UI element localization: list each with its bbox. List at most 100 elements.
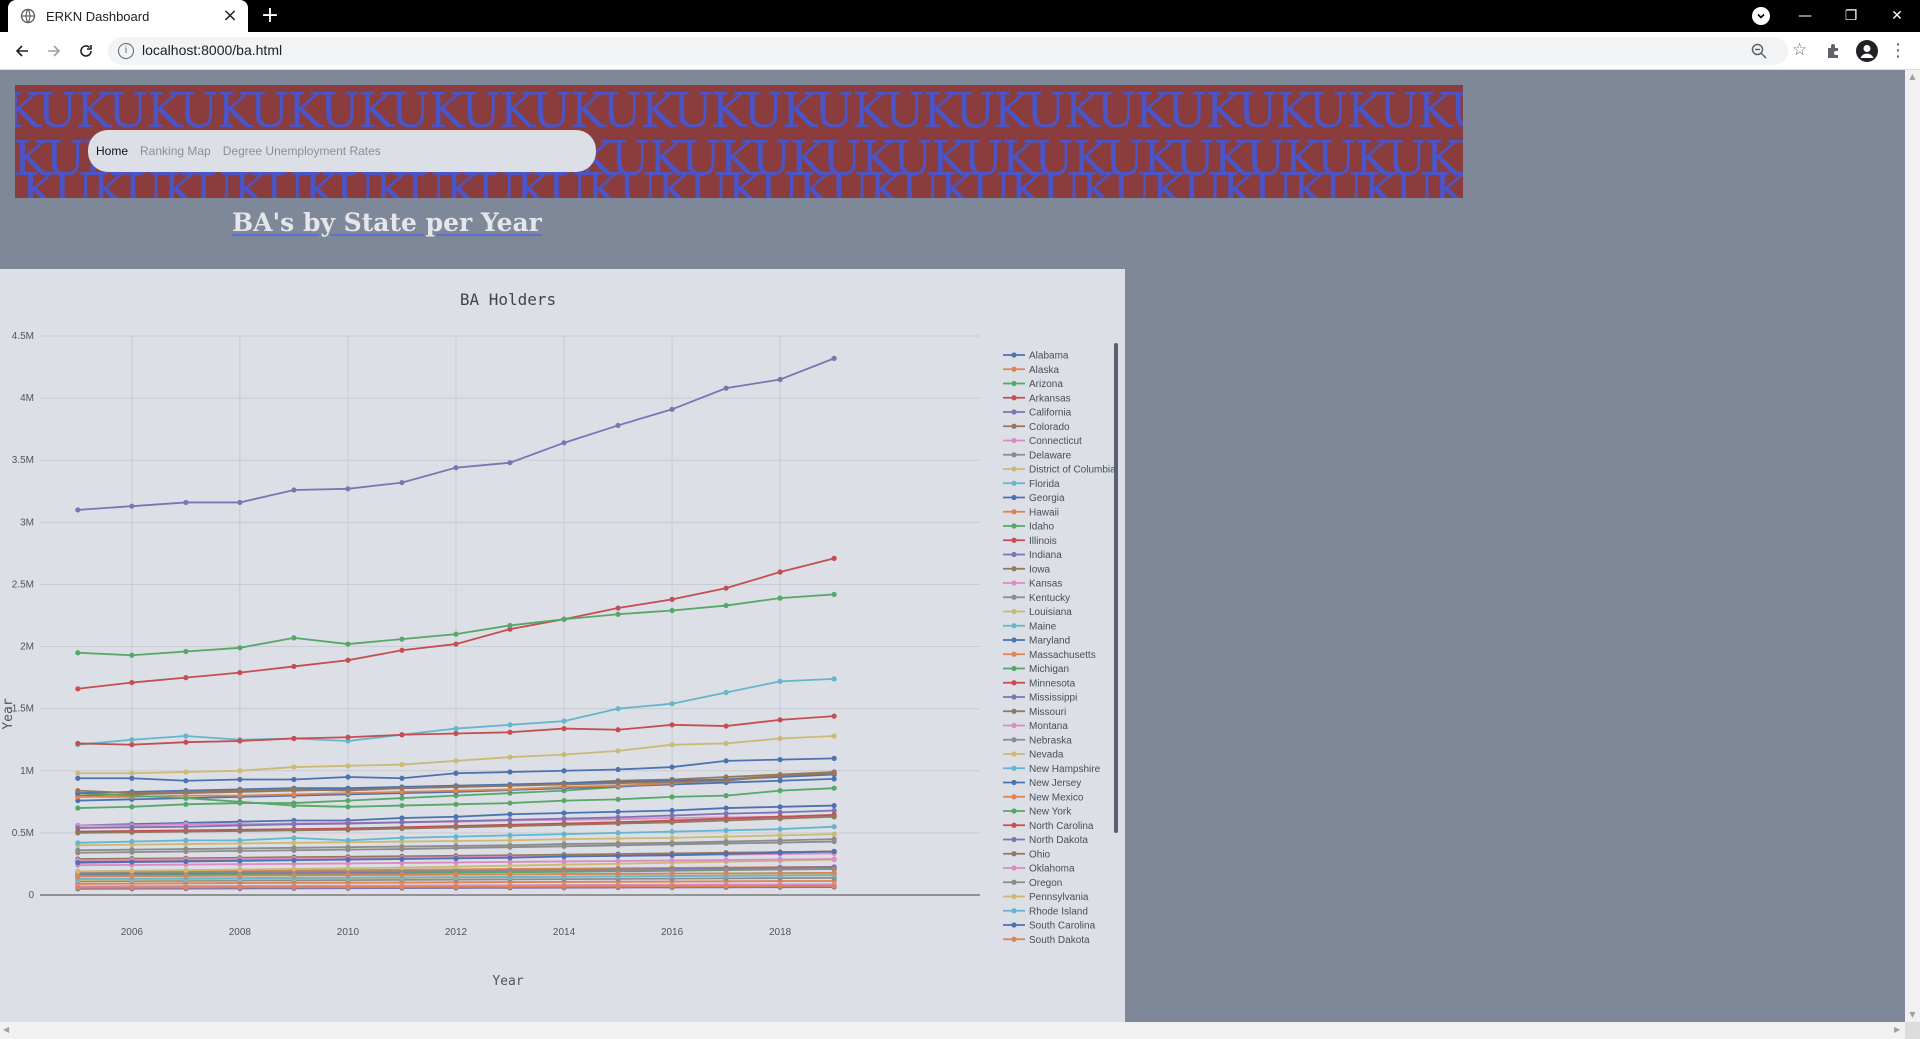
data-point[interactable] bbox=[615, 809, 621, 815]
legend-item-label[interactable]: Oklahoma bbox=[1029, 864, 1075, 875]
data-point[interactable] bbox=[399, 825, 405, 832]
data-point[interactable] bbox=[669, 807, 675, 814]
data-point[interactable] bbox=[723, 778, 729, 784]
avatar-icon[interactable] bbox=[1856, 40, 1878, 62]
data-point[interactable] bbox=[291, 872, 297, 878]
data-point[interactable] bbox=[723, 602, 729, 609]
data-point[interactable] bbox=[723, 838, 729, 845]
data-point[interactable] bbox=[345, 844, 351, 850]
data-point[interactable] bbox=[507, 859, 513, 865]
data-point[interactable] bbox=[561, 440, 567, 446]
data-point[interactable] bbox=[291, 866, 297, 872]
legend-item-label[interactable]: Oregon bbox=[1029, 878, 1062, 889]
legend-item-label[interactable]: Hawaii bbox=[1029, 507, 1059, 518]
data-point[interactable] bbox=[615, 835, 621, 842]
vertical-scrollbar[interactable]: ▲ ▼ bbox=[1905, 70, 1920, 1022]
data-point[interactable] bbox=[669, 742, 675, 748]
data-point[interactable] bbox=[507, 871, 513, 877]
legend-item-label[interactable]: Montana bbox=[1029, 721, 1068, 732]
data-point[interactable] bbox=[291, 786, 297, 793]
data-point[interactable] bbox=[129, 824, 135, 830]
data-point[interactable] bbox=[345, 797, 351, 804]
data-point[interactable] bbox=[507, 817, 513, 823]
data-point[interactable] bbox=[669, 883, 675, 889]
legend-item-label[interactable]: Louisiana bbox=[1029, 607, 1072, 618]
legend-item-label[interactable]: New Mexico bbox=[1029, 792, 1084, 803]
data-point[interactable] bbox=[615, 706, 621, 712]
data-point[interactable] bbox=[183, 858, 189, 865]
data-point[interactable] bbox=[345, 734, 351, 740]
data-point[interactable] bbox=[831, 824, 837, 830]
data-point[interactable] bbox=[237, 799, 243, 805]
data-point[interactable] bbox=[399, 860, 405, 866]
legend-item-label[interactable]: Pennsylvania bbox=[1029, 892, 1089, 903]
data-point[interactable] bbox=[723, 793, 729, 799]
data-point[interactable] bbox=[615, 830, 621, 836]
data-point[interactable] bbox=[831, 733, 837, 739]
data-point[interactable] bbox=[669, 829, 675, 835]
data-point[interactable] bbox=[453, 868, 459, 874]
data-point[interactable] bbox=[183, 867, 189, 873]
data-point[interactable] bbox=[453, 788, 459, 794]
data-point[interactable] bbox=[237, 845, 243, 852]
data-point[interactable] bbox=[345, 486, 351, 492]
data-point[interactable] bbox=[237, 768, 243, 774]
legend-item-label[interactable]: Georgia bbox=[1029, 493, 1065, 504]
data-point[interactable] bbox=[183, 801, 189, 807]
data-point[interactable] bbox=[831, 555, 837, 561]
horizontal-scrollbar[interactable]: ◀ ▶ bbox=[0, 1022, 1905, 1039]
data-point[interactable] bbox=[237, 828, 243, 834]
data-point[interactable] bbox=[129, 859, 135, 865]
data-point[interactable] bbox=[399, 835, 405, 841]
data-point[interactable] bbox=[237, 645, 243, 651]
legend-item-label[interactable]: Connecticut bbox=[1029, 436, 1082, 447]
data-point[interactable] bbox=[561, 831, 567, 837]
data-point[interactable] bbox=[345, 820, 351, 827]
data-point[interactable] bbox=[183, 884, 189, 890]
data-point[interactable] bbox=[345, 860, 351, 867]
data-point[interactable] bbox=[723, 758, 729, 764]
data-point[interactable] bbox=[831, 713, 837, 719]
data-point[interactable] bbox=[237, 738, 243, 744]
data-point[interactable] bbox=[507, 863, 513, 869]
data-point[interactable] bbox=[291, 791, 297, 797]
data-point[interactable] bbox=[561, 810, 567, 816]
data-point[interactable] bbox=[183, 789, 189, 795]
data-point[interactable] bbox=[345, 856, 351, 863]
data-point[interactable] bbox=[345, 827, 351, 833]
data-point[interactable] bbox=[129, 868, 135, 874]
nav-ranking-map[interactable]: Ranking Map bbox=[140, 144, 211, 158]
data-point[interactable] bbox=[507, 460, 513, 466]
puzzle-icon[interactable] bbox=[1824, 41, 1844, 61]
data-point[interactable] bbox=[561, 725, 567, 732]
data-point[interactable] bbox=[615, 611, 621, 617]
data-point[interactable] bbox=[831, 866, 837, 872]
data-point[interactable] bbox=[723, 689, 729, 696]
data-point[interactable] bbox=[399, 795, 405, 801]
zoom-icon[interactable] bbox=[1750, 42, 1768, 60]
data-point[interactable] bbox=[831, 856, 837, 862]
data-point[interactable] bbox=[453, 824, 459, 830]
data-point[interactable] bbox=[453, 834, 459, 840]
data-point[interactable] bbox=[129, 775, 135, 781]
data-point[interactable] bbox=[561, 836, 567, 842]
data-point[interactable] bbox=[615, 748, 621, 754]
data-point[interactable] bbox=[399, 843, 405, 850]
data-point[interactable] bbox=[345, 774, 351, 780]
data-point[interactable] bbox=[507, 754, 513, 760]
data-point[interactable] bbox=[777, 870, 783, 876]
data-point[interactable] bbox=[75, 650, 81, 656]
data-point[interactable] bbox=[561, 768, 567, 774]
data-point[interactable] bbox=[507, 786, 513, 793]
data-point[interactable] bbox=[723, 851, 729, 857]
legend-item-label[interactable]: South Carolina bbox=[1029, 921, 1096, 932]
data-point[interactable] bbox=[615, 780, 621, 786]
data-point[interactable] bbox=[669, 596, 675, 602]
data-point[interactable] bbox=[291, 735, 297, 742]
profile-menu-icon[interactable] bbox=[1752, 7, 1770, 25]
data-point[interactable] bbox=[831, 836, 837, 842]
scroll-up-icon[interactable]: ▲ bbox=[1909, 72, 1916, 81]
scroll-right-icon[interactable]: ▶ bbox=[1894, 1025, 1901, 1034]
data-point[interactable] bbox=[615, 422, 621, 429]
data-point[interactable] bbox=[453, 730, 459, 737]
